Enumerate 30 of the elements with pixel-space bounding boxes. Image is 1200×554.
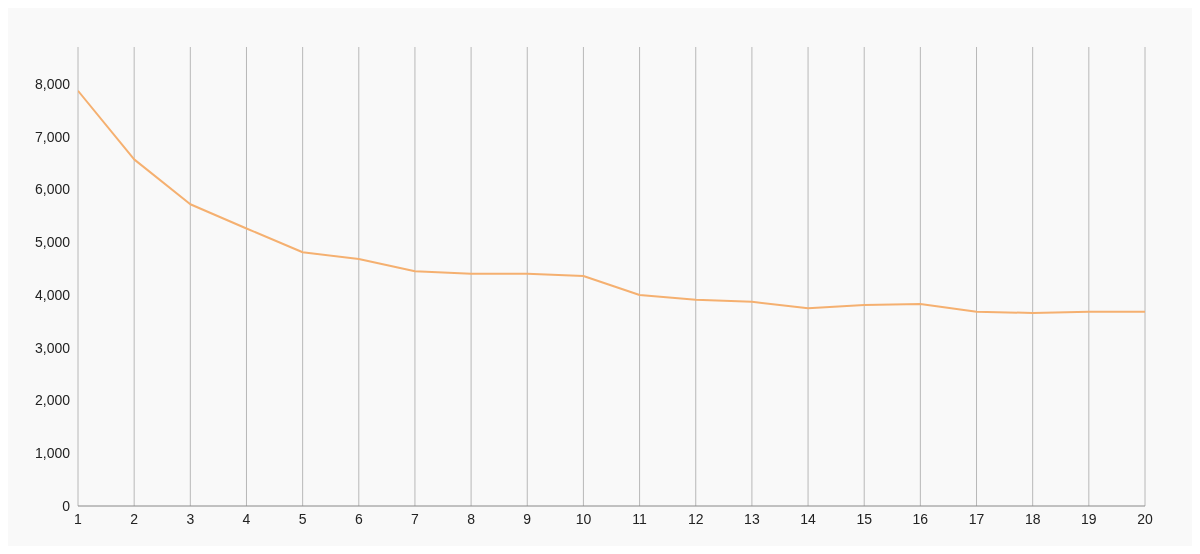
x-tick-label: 8 [467,510,476,527]
x-tick-label: 6 [354,510,363,527]
y-tick-label: 6,000 [34,181,71,198]
x-tick-label: 4 [242,510,251,527]
x-tick-label: 11 [632,510,648,527]
x-tick-label: 12 [687,510,704,527]
x-tick-label: 16 [912,510,929,527]
x-tick-label: 15 [856,510,873,527]
y-tick-label: 5,000 [34,234,71,251]
y-tick-label: 8,000 [34,75,71,92]
y-tick-label: 2,000 [34,392,71,409]
y-tick-label: 0 [62,497,71,514]
y-tick-label: 1,000 [34,445,71,462]
x-tick-label: 3 [186,510,195,527]
line-series [78,89,1145,314]
y-tick-label: 4,000 [34,286,71,303]
x-tick-label: 13 [744,510,760,527]
x-tick-label: 1 [74,510,83,527]
x-tick-label: 18 [1024,510,1041,527]
x-tick-label: 2 [130,510,139,527]
x-tick-label: 9 [523,510,532,527]
x-tick-label: 14 [800,510,817,527]
y-tick-label: 7,000 [34,128,71,145]
x-tick-label: 5 [298,510,307,527]
x-tick-label: 20 [1137,510,1153,527]
x-tick-label: 17 [968,510,985,527]
x-tick-label: 7 [411,510,420,527]
x-tick-label: 19 [1081,510,1097,527]
y-tick-label: 3,000 [34,339,71,356]
x-tick-label: 10 [575,510,592,527]
